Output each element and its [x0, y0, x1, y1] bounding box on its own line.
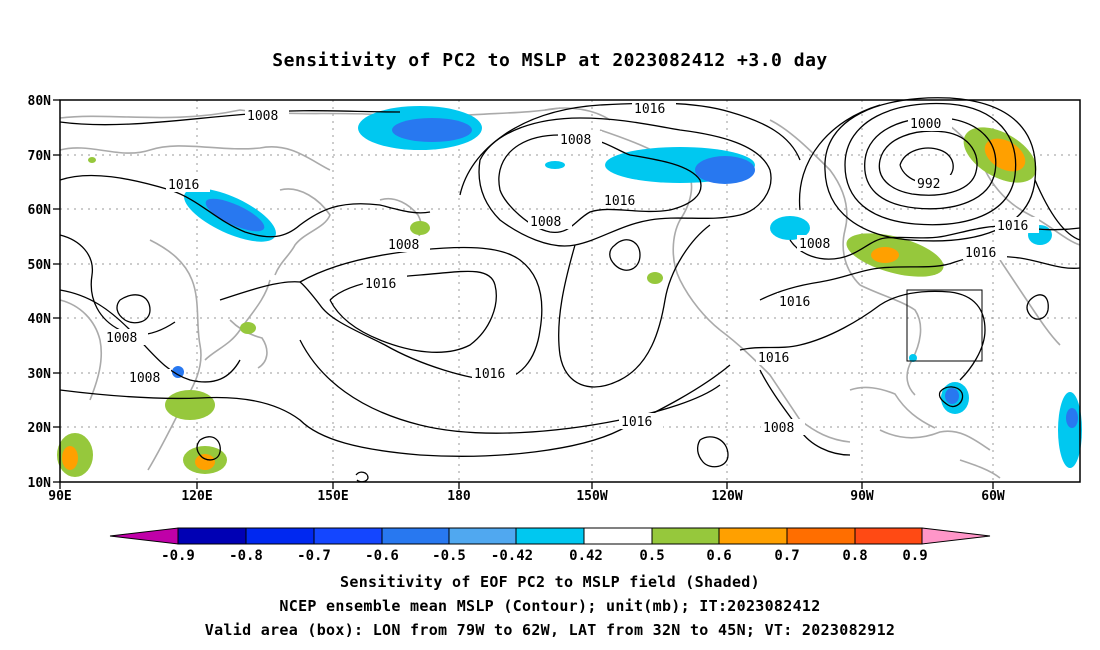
lat-axis — [53, 99, 60, 483]
contour-label: 1016 — [997, 219, 1028, 234]
colorbar-cell-5 — [448, 527, 517, 545]
caption-line-1: Sensitivity of EOF PC2 to MSLP field (Sh… — [340, 573, 760, 591]
colorbar-label: -0.5 — [432, 548, 466, 564]
contour-label: 1008 — [106, 331, 137, 346]
contour-label: 1008 — [560, 133, 591, 148]
contour-label: 1008 — [388, 238, 419, 253]
valid-area-box — [906, 289, 983, 362]
contour-label: 1000 — [910, 117, 941, 132]
plot-border — [59, 99, 1081, 483]
contour-label: 1016 — [365, 277, 396, 292]
colorbar-label: -0.7 — [297, 548, 331, 564]
lon-tick-label: 180 — [447, 489, 471, 504]
contour-label: 1008 — [763, 421, 794, 436]
colorbar-cell-13 — [921, 527, 991, 545]
contour-label: 1016 — [474, 367, 505, 382]
lat-tick-label: 10N — [28, 476, 52, 491]
contour-label: 1016 — [604, 194, 635, 209]
colorbar-cell-4 — [381, 527, 450, 545]
colorbar-label: -0.42 — [491, 548, 533, 564]
coastlines — [59, 107, 1081, 479]
contour-label: 1016 — [758, 351, 789, 366]
lon-tick-label: 120W — [711, 489, 742, 504]
lon-tick-label: 90E — [48, 489, 71, 504]
plot-area — [60, 100, 1080, 482]
lon-axis — [59, 482, 994, 489]
contour-label: 1016 — [965, 246, 996, 261]
lon-tick-label: 120E — [181, 489, 212, 504]
colorbar-cell-7 — [583, 527, 653, 545]
lat-tick-label: 80N — [28, 94, 52, 109]
lat-tick-label: 20N — [28, 421, 52, 436]
colorbar-cell-11 — [854, 527, 923, 545]
map-title: Sensitivity of PC2 to MSLP at 2023082412… — [272, 50, 828, 71]
colorbar-cell-0 — [109, 527, 179, 545]
colorbar-cell-1 — [177, 527, 247, 545]
colorbar-cell-2 — [245, 527, 315, 545]
lat-tick-label: 50N — [28, 258, 52, 273]
colorbar-cell-8 — [651, 527, 720, 545]
colorbar-label: -0.8 — [229, 548, 263, 564]
colorbar-label: 0.5 — [639, 548, 664, 564]
contour-label: 1008 — [799, 237, 830, 252]
colorbar-label: 0.42 — [569, 548, 603, 564]
lat-tick-label: 40N — [28, 312, 52, 327]
lon-tick-label: 150W — [576, 489, 607, 504]
contour-label: 992 — [917, 177, 940, 192]
sensitivity-shading — [57, 106, 1082, 477]
colorbar-label: 0.7 — [774, 548, 799, 564]
colorbar-cell-10 — [786, 527, 856, 545]
contour-labels: 1008 1016 1008 1008 1016 1000 992 1016 1… — [104, 100, 1039, 436]
colorbar-label: -0.9 — [161, 548, 195, 564]
caption-line-2: NCEP ensemble mean MSLP (Contour); unit(… — [279, 597, 821, 615]
colorbar — [109, 527, 991, 545]
lat-tick-label: 70N — [28, 149, 52, 164]
lon-tick-label: 60W — [981, 489, 1005, 504]
contour-label: 1016 — [621, 415, 652, 430]
contour-label: 1008 — [247, 109, 278, 124]
lon-tick-label: 150E — [317, 489, 348, 504]
colorbar-cell-9 — [718, 527, 788, 545]
contour-label: 1016 — [168, 178, 199, 193]
colorbar-label: 0.9 — [902, 548, 927, 564]
colorbar-label: 0.6 — [706, 548, 731, 564]
lat-tick-label: 60N — [28, 203, 52, 218]
colorbar-label: -0.6 — [365, 548, 399, 564]
caption-line-3: Valid area (box): LON from 79W to 62W, L… — [204, 621, 896, 639]
contour-label: 1016 — [779, 295, 810, 310]
contour-label: 1008 — [129, 371, 160, 386]
colorbar-cell-3 — [313, 527, 383, 545]
lon-tick-label: 90W — [850, 489, 874, 504]
contour-label: 1016 — [634, 102, 665, 117]
contour-label: 1008 — [530, 215, 561, 230]
colorbar-cell-6 — [515, 527, 585, 545]
colorbar-label: 0.8 — [842, 548, 867, 564]
lat-tick-label: 30N — [28, 367, 52, 382]
